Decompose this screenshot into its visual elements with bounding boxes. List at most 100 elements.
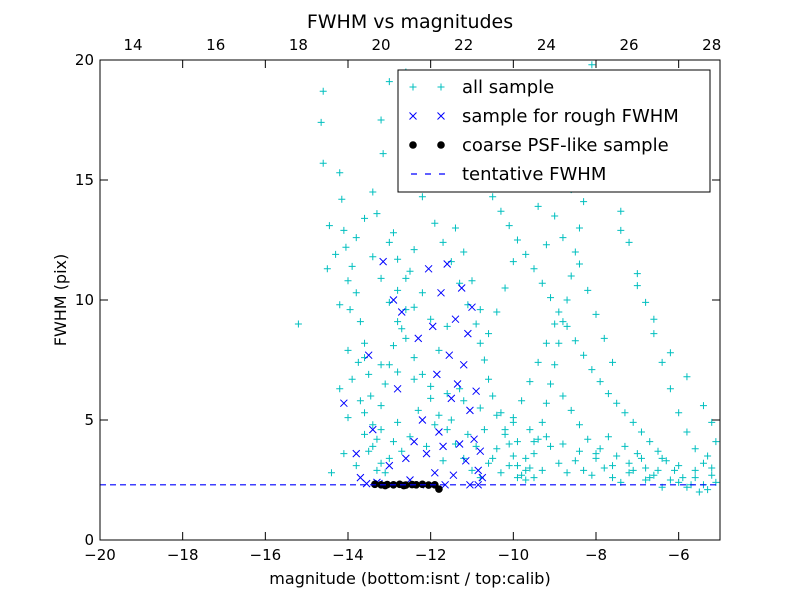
data-point [424,481,433,489]
data-point [671,466,679,474]
data-point [346,306,354,314]
data-point [344,346,352,354]
legend-items: all sample sample for rough FWHM coarse PS… [409,77,679,185]
data-point [385,454,393,462]
y-axis-label: FWHM (pix) [51,254,70,347]
data-point [613,399,621,407]
data-point [497,409,505,417]
data-point [555,308,563,316]
data-point [319,87,327,95]
data-point [422,449,431,458]
data-point [699,459,707,467]
data-point [522,466,530,474]
data-point [428,322,437,331]
data-point [402,334,410,342]
data-point [474,480,483,489]
data-point [327,469,335,477]
data-point [459,360,468,369]
data-point [377,361,385,369]
data-point [394,286,402,294]
legend-swatch [409,141,417,149]
data-point [708,471,716,479]
data-point [424,264,433,273]
data-point [538,279,546,287]
data-point [501,430,509,438]
data-point [534,358,542,366]
data-point [485,330,493,338]
data-point [385,238,393,246]
data-point [447,416,455,424]
data-point [542,339,550,347]
data-point [430,468,439,477]
data-point [650,471,658,479]
data-point [394,255,402,263]
data-point [431,421,439,429]
data-point [547,442,555,450]
data-point [474,466,483,475]
data-point [435,346,443,354]
data-point [571,337,579,345]
data-point [344,414,352,422]
data-point [453,380,462,388]
data-point [501,284,509,292]
data-point [468,277,476,285]
y-tick-label: 20 [75,51,94,69]
x-axis-label: magnitude (bottom:isnt / top:calib) [269,569,550,588]
data-point [625,469,633,477]
data-point [476,447,485,456]
legend-item: all sample [409,77,554,98]
plot-area [100,61,720,496]
data-point [435,428,443,436]
data-point [559,234,567,242]
data-point [476,306,484,314]
data-point [402,274,410,282]
data-point [588,471,596,479]
data-point [575,447,583,455]
data-point [410,303,418,311]
data-point [691,474,699,482]
data-point [637,454,645,462]
legend-box [397,69,711,193]
data-point [625,238,633,246]
data-point [398,325,406,333]
data-point [449,471,458,480]
data-point [712,438,720,446]
data-point [466,406,474,415]
data-point [650,330,658,338]
data-point [509,452,517,460]
data-point [361,339,369,347]
data-point [472,320,480,328]
legend-item: coarse PSF-like sample [409,135,669,156]
data-point [675,478,683,486]
data-point [455,440,464,448]
data-point [613,452,621,460]
data-point [542,433,550,441]
x-tick-label: −6 [668,546,690,564]
y-tick-label: 5 [84,411,94,429]
data-point [567,272,575,280]
data-point [385,361,393,369]
top-tick-label: 16 [206,36,225,54]
data-point [468,303,476,312]
data-point [369,253,377,261]
data-point [642,298,650,306]
data-point [509,258,517,266]
data-point [410,437,418,446]
data-point [472,442,480,450]
data-point [461,456,470,465]
data-point [542,241,550,249]
data-point [633,450,641,458]
data-point [466,480,474,489]
data-point [418,416,427,424]
data-point [379,257,387,266]
data-point [457,284,466,292]
data-point [348,262,356,270]
data-point [394,368,402,376]
data-point [356,473,365,482]
data-point [394,318,402,326]
data-point [336,385,344,393]
data-point [443,390,451,398]
data-point [604,433,612,441]
data-point [437,288,445,297]
data-point [451,440,459,448]
